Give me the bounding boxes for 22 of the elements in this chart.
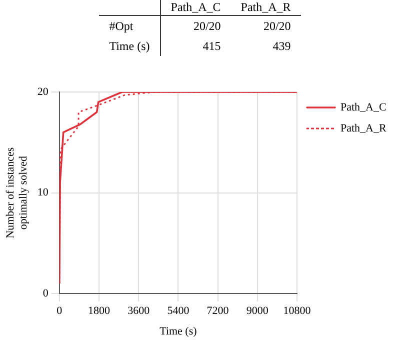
y-tick-label: 20 (37, 86, 49, 98)
text: Path_A_C (170, 0, 221, 14)
x-tick-label: 7200 (206, 305, 230, 318)
x-tick-label: 1800 (88, 305, 110, 318)
x-tick-label: 9000 (246, 305, 269, 318)
y-tick-label: 10 (37, 186, 49, 199)
x-tick-label: 10800 (283, 305, 312, 318)
x-tick-label: 5400 (167, 305, 190, 318)
text: 439 (272, 38, 292, 55)
text: Time (s) (99, 36, 160, 56)
text: 415 (202, 38, 222, 55)
x-axis-title: Time (s) (160, 325, 198, 338)
x-tick-label: 3600 (128, 305, 150, 318)
text: Path_A_R (240, 0, 291, 14)
legend-label: Path_A_C (340, 101, 386, 114)
y-tick-label: 0 (42, 287, 49, 300)
text: 20/20 (262, 18, 292, 35)
x-tick-label: 0 (56, 305, 63, 318)
text: 20/20 (192, 18, 222, 35)
y-axis-title: Number of instances optimally solved (4, 147, 30, 238)
legend-label: Path_A_R (340, 122, 387, 134)
text: #Opt (99, 16, 160, 36)
